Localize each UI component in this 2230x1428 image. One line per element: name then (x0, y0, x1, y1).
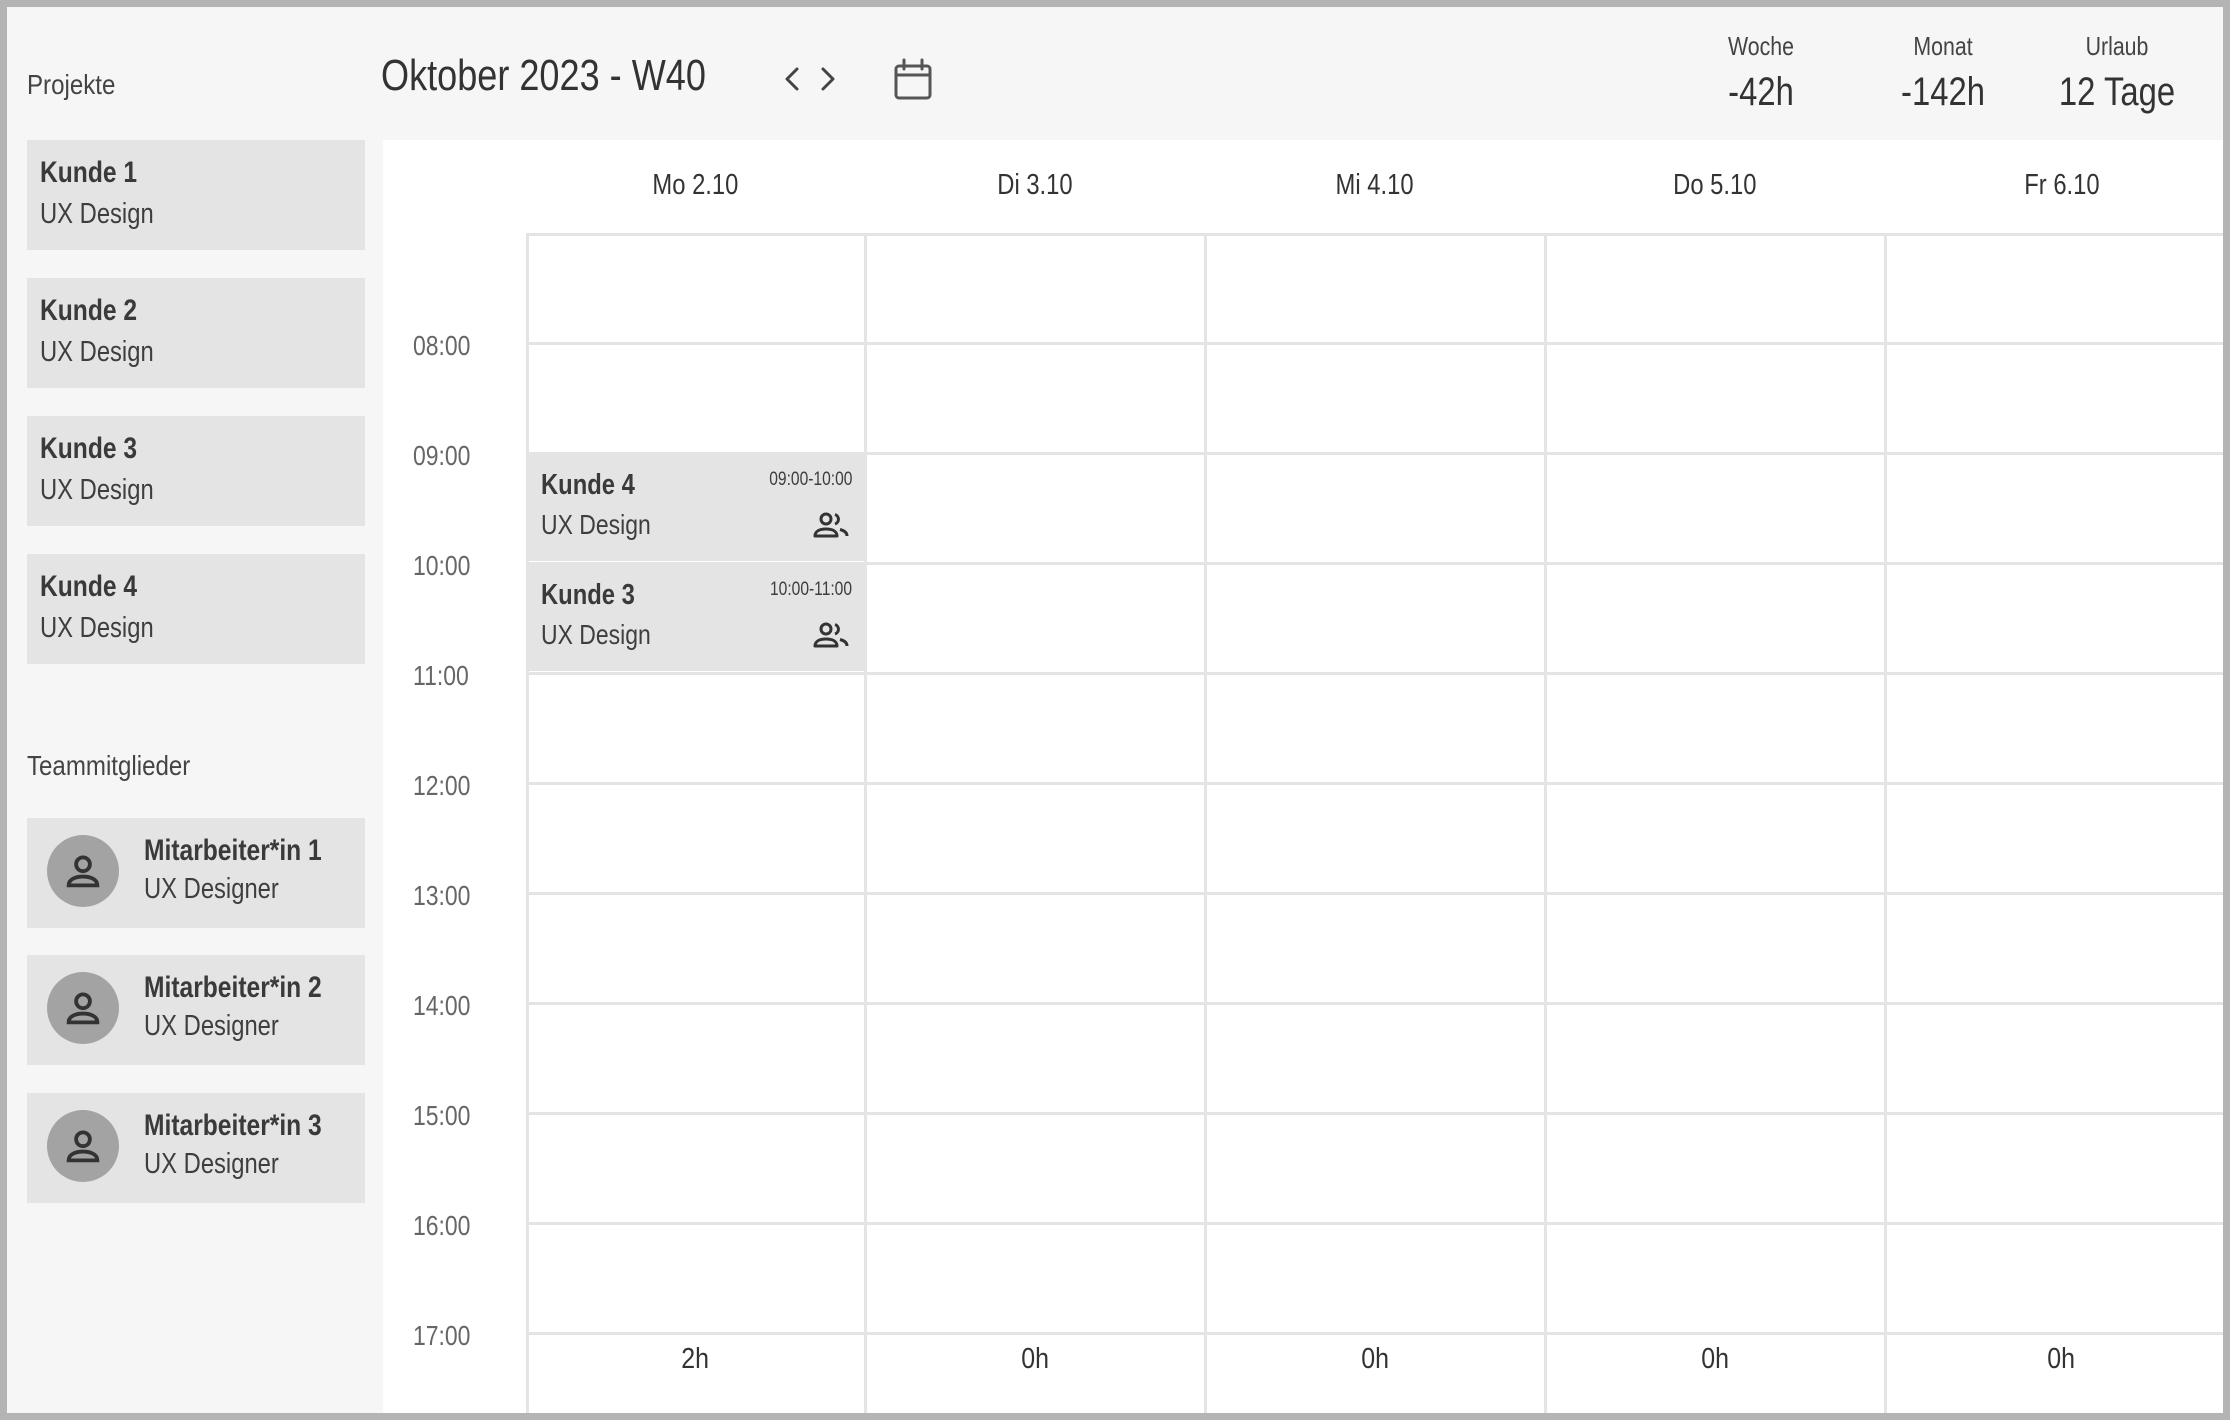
member-name: Mitarbeiter*in 2 (144, 971, 322, 1004)
event-time: 09:00-10:00 (768, 469, 852, 490)
day-total: 0h (1021, 1342, 1049, 1375)
event-subtitle: UX Design (541, 619, 651, 650)
day-header-fr[interactable]: Fr 6.10 (1886, 140, 2223, 230)
day-header-mi[interactable]: Mi 4.10 (1206, 140, 1544, 230)
person-icon (66, 1130, 100, 1163)
member-role: UX Designer (144, 1010, 279, 1042)
day-total: 0h (1361, 1342, 1389, 1375)
grid-line (526, 233, 2223, 236)
project-type: UX Design (40, 474, 154, 506)
stat-vacation-label: Urlaub (2085, 31, 2149, 61)
stat-month: Monat -142h (1863, 31, 2023, 115)
time-label: 10:00 (413, 550, 471, 581)
chevron-right-icon[interactable] (815, 61, 841, 97)
sidebar: Projekte Kunde 1 UX Design Kunde 2 UX De… (7, 7, 383, 1413)
day-header-do[interactable]: Do 5.10 (1546, 140, 1884, 230)
time-label: 16:00 (413, 1210, 471, 1241)
grid-line (526, 672, 2223, 675)
grid-line (526, 1222, 2223, 1225)
project-name: Kunde 4 (40, 570, 138, 603)
time-label: 15:00 (413, 1100, 471, 1131)
day-label: Di 3.10 (997, 168, 1073, 201)
event-time: 10:00-11:00 (769, 579, 852, 600)
stat-week-value: -42h (1728, 70, 1794, 114)
project-name: Kunde 2 (40, 294, 138, 327)
day-total: 0h (1701, 1342, 1729, 1375)
member-card-1[interactable]: Mitarbeiter*in 1 UX Designer (27, 818, 365, 928)
member-role: UX Designer (144, 1148, 279, 1180)
grid-line (526, 562, 2223, 565)
time-label: 09:00 (413, 440, 471, 471)
project-name: Kunde 3 (40, 432, 138, 465)
member-card-2[interactable]: Mitarbeiter*in 2 UX Designer (27, 955, 365, 1065)
grid-line (526, 782, 2223, 785)
people-icon (813, 512, 849, 538)
week-calendar: Mo 2.10 Di 3.10 Mi 4.10 Do 5.10 Fr 6.10 … (383, 140, 2223, 1413)
grid-line (1884, 233, 1887, 1413)
avatar (47, 835, 119, 907)
event-kunde-3[interactable]: Kunde 3 10:00-11:00 UX Design (529, 565, 864, 671)
day-header-di[interactable]: Di 3.10 (866, 140, 1204, 230)
member-name: Mitarbeiter*in 3 (144, 1109, 322, 1142)
event-title: Kunde 3 (541, 579, 635, 611)
time-label: 12:00 (413, 770, 471, 801)
event-kunde-4[interactable]: Kunde 4 09:00-10:00 UX Design (529, 455, 864, 561)
grid-line (526, 342, 2223, 345)
project-type: UX Design (40, 612, 154, 644)
stat-week-label: Woche (1728, 31, 1794, 61)
avatar (47, 1110, 119, 1182)
team-title: Teammitglieder (27, 750, 191, 781)
event-title: Kunde 4 (541, 469, 635, 501)
grid-line (526, 1112, 2223, 1115)
day-label: Do 5.10 (1673, 168, 1757, 201)
grid-line (526, 892, 2223, 895)
grid-line (864, 233, 867, 1413)
project-type: UX Design (40, 336, 154, 368)
grid-line (1204, 233, 1207, 1413)
project-name: Kunde 1 (40, 156, 138, 189)
stat-vacation-value: 12 Tage (2058, 70, 2176, 114)
day-total: 2h (681, 1342, 709, 1375)
person-icon (66, 855, 100, 888)
grid-line (1544, 233, 1547, 1413)
day-label: Mo 2.10 (652, 168, 738, 201)
time-label: 13:00 (413, 880, 471, 911)
projects-title: Projekte (27, 69, 116, 100)
day-label: Fr 6.10 (2023, 168, 2100, 201)
people-icon (813, 622, 849, 648)
stat-month-value: -142h (1901, 70, 1985, 114)
event-subtitle: UX Design (541, 509, 651, 540)
project-card-kunde-3[interactable]: Kunde 3 UX Design (27, 416, 365, 526)
member-role: UX Designer (144, 873, 279, 905)
calendar-icon[interactable] (891, 57, 935, 103)
grid-line (526, 1332, 2223, 1335)
time-label: 08:00 (413, 330, 471, 361)
avatar (47, 972, 119, 1044)
project-type: UX Design (40, 198, 154, 230)
person-icon (66, 992, 100, 1025)
day-total: 0h (2047, 1342, 2076, 1375)
project-card-kunde-4[interactable]: Kunde 4 UX Design (27, 554, 365, 664)
stat-vacation: Urlaub 12 Tage (2037, 31, 2197, 115)
day-label: Mi 4.10 (1335, 168, 1414, 201)
time-label: 14:00 (413, 990, 471, 1021)
project-card-kunde-2[interactable]: Kunde 2 UX Design (27, 278, 365, 388)
member-name: Mitarbeiter*in 1 (144, 834, 322, 867)
page-title: Oktober 2023 - W40 (381, 51, 706, 100)
member-card-3[interactable]: Mitarbeiter*in 3 UX Designer (27, 1093, 365, 1203)
grid-line (526, 452, 2223, 455)
grid-line (526, 233, 529, 1413)
calendar-grid[interactable]: Kunde 4 09:00-10:00 UX Design Kunde 3 10… (526, 233, 2223, 1413)
stat-month-label: Monat (1913, 31, 1973, 61)
grid-line (526, 1002, 2223, 1005)
stat-week: Woche -42h (1681, 31, 1841, 115)
chevron-left-icon[interactable] (779, 61, 805, 97)
project-card-kunde-1[interactable]: Kunde 1 UX Design (27, 140, 365, 250)
day-header-mo[interactable]: Mo 2.10 (526, 140, 864, 230)
time-label: 17:00 (413, 1320, 471, 1351)
time-label: 11:00 (413, 660, 469, 691)
